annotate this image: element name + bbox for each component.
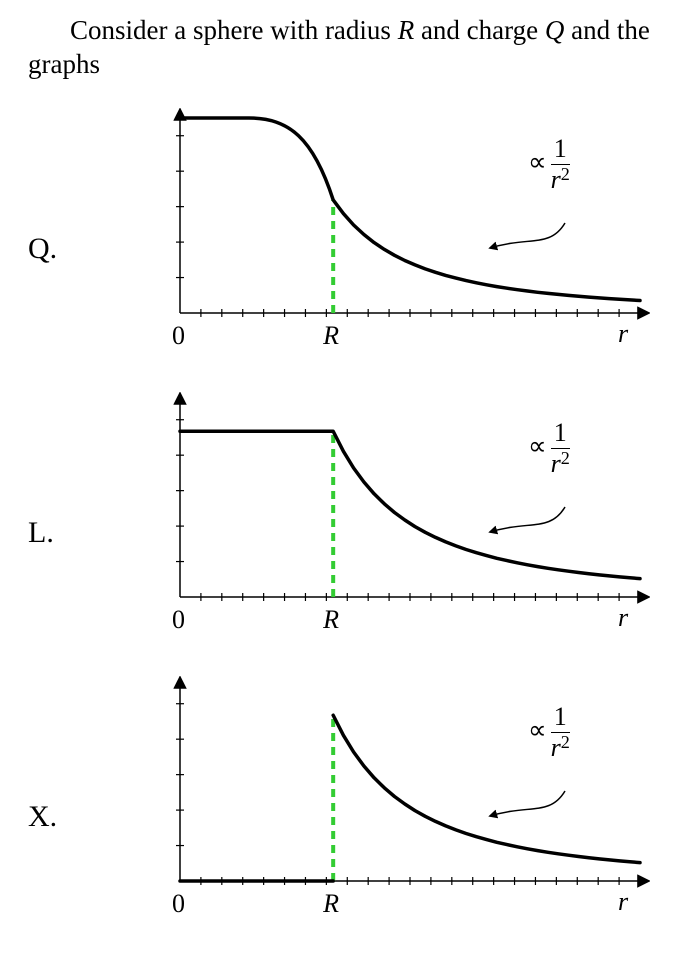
graph-plot <box>130 108 650 388</box>
origin-label: 0 <box>172 605 185 635</box>
frac: 1r2 <box>551 704 570 761</box>
graph-plot <box>130 676 650 956</box>
prop-symbol: ∝ <box>528 147 547 176</box>
r-axis-label: r <box>618 319 628 349</box>
graph-plot <box>130 392 650 672</box>
R-label: R <box>323 889 339 919</box>
prop-symbol: ∝ <box>528 431 547 460</box>
prop-symbol: ∝ <box>528 715 547 744</box>
frac-num: 1 <box>551 704 570 730</box>
frac: 1r2 <box>551 136 570 193</box>
frac-den: r2 <box>551 451 570 477</box>
intro-Q: Q <box>545 15 565 45</box>
page: Consider a sphere with radius R and char… <box>0 0 678 954</box>
intro-text: Consider a sphere with radius R and char… <box>28 14 658 82</box>
frac-num: 1 <box>551 136 570 162</box>
intro-R: R <box>398 15 415 45</box>
intro-mid: and charge <box>414 15 545 45</box>
frac-den: r2 <box>551 167 570 193</box>
proportional-annotation: ∝1r2 <box>528 704 570 761</box>
frac-den: r2 <box>551 735 570 761</box>
intro-prefix: Consider a sphere with radius <box>70 15 398 45</box>
graph-label: X. <box>28 800 57 834</box>
r-axis-label: r <box>618 603 628 633</box>
graph-label: Q. <box>28 232 57 266</box>
proportional-annotation: ∝1r2 <box>528 136 570 193</box>
graph-label: L. <box>28 516 54 550</box>
r-axis-label: r <box>618 887 628 917</box>
proportional-annotation: ∝1r2 <box>528 420 570 477</box>
origin-label: 0 <box>172 889 185 919</box>
frac: 1r2 <box>551 420 570 477</box>
R-label: R <box>323 605 339 635</box>
R-label: R <box>323 321 339 351</box>
origin-label: 0 <box>172 321 185 351</box>
frac-num: 1 <box>551 420 570 446</box>
